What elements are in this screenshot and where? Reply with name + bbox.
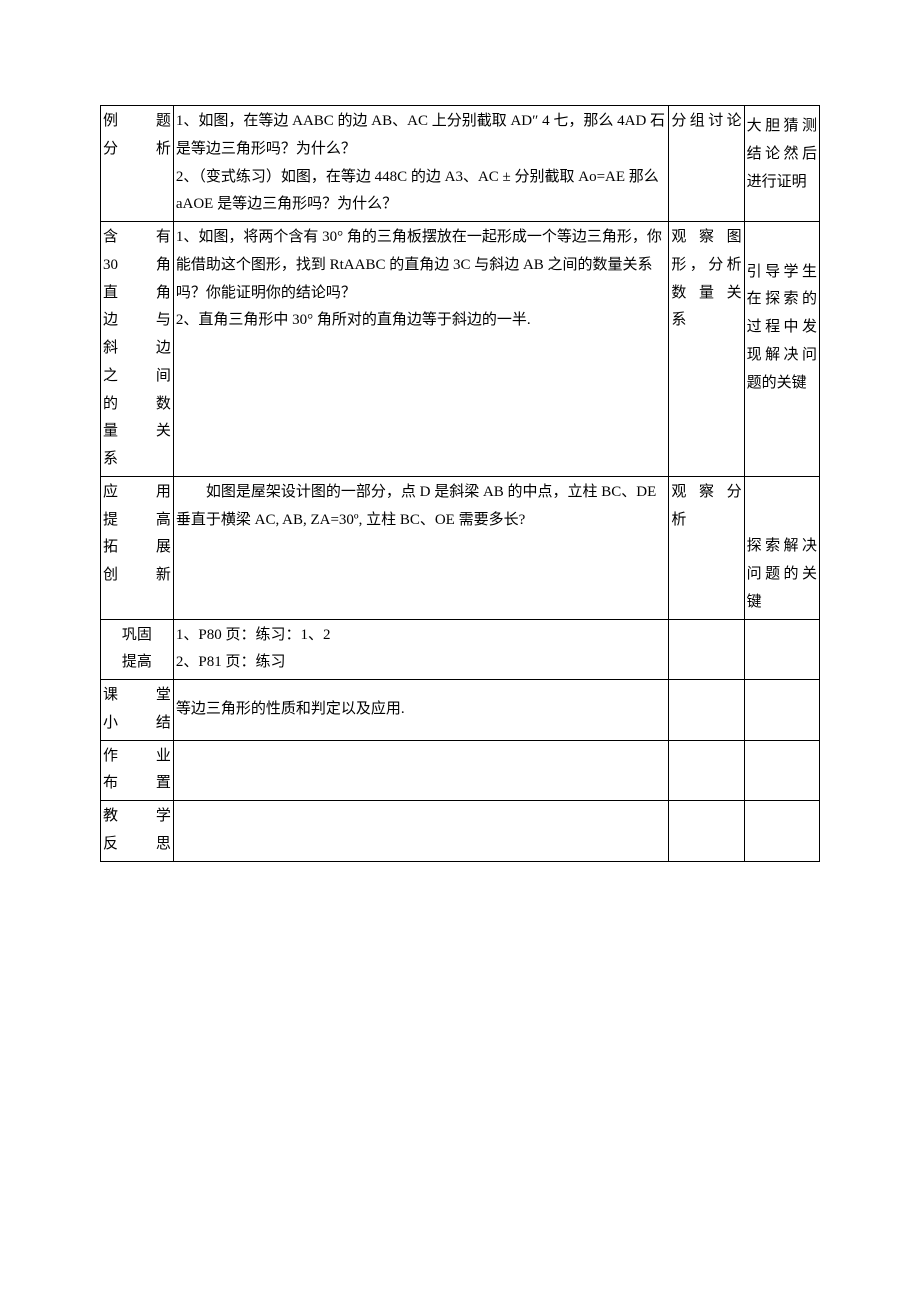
section-label: 作业 布置	[101, 740, 174, 801]
method-cell	[669, 740, 744, 801]
note-cell: 探索解决问题的关键	[744, 531, 819, 619]
label-text: 作业	[103, 743, 171, 771]
note-cell	[744, 222, 819, 257]
table-row: 例题 分析 1、如图，在等边 AABC 的边 AB、AC 上分别截取 AD″ 4…	[101, 106, 820, 112]
label-text: 量关	[103, 418, 171, 446]
method-cell	[669, 801, 744, 862]
method-text: 分组讨论	[671, 113, 741, 129]
section-label: 含有 30角 直角 边与 斜边 之间 的数 量关 系	[101, 222, 174, 477]
label-text: 之间	[103, 363, 171, 391]
lesson-plan-table: 例题 分析 1、如图，在等边 AABC 的边 AB、AC 上分别截取 AD″ 4…	[100, 105, 820, 862]
method-cell	[669, 619, 744, 680]
content-text: 2、直角三角形中 30° 角所对的直角边等于斜边的一半.	[176, 312, 531, 328]
section-label: 巩固 提高	[101, 619, 174, 680]
content-text: 如图是屋架设计图的一部分，点 D 是斜梁 AB 的中点，立柱 BC、DE 垂直于…	[176, 479, 667, 535]
note-cell	[744, 476, 819, 531]
label-text: 提高	[103, 507, 171, 535]
note-cell	[744, 619, 819, 680]
method-cell: 观察分 析	[669, 476, 744, 619]
content-cell: 1、如图，在等边 AABC 的边 AB、AC 上分别截取 AD″ 4 七，那么 …	[173, 106, 669, 222]
section-label: 教学 反思	[101, 801, 174, 862]
section-label: 例题 分析	[101, 106, 174, 222]
label-text: 创新	[103, 567, 171, 583]
section-label: 课堂 小结	[101, 680, 174, 741]
label-text: 应用	[103, 479, 171, 507]
content-text: 2、（变式练习）如图，在等边 448C 的边 A3、AC ± 分别截取 Ao=A…	[176, 169, 659, 213]
content-text: 1、如图，将两个含有 30° 角的三角板摆放在一起形成一个等边三角形，你能借助这…	[176, 229, 662, 301]
note-text: 探索解决问题的关键	[747, 538, 817, 610]
label-text: 分析	[103, 141, 171, 157]
content-cell: 1、P80 页：练习：1、2 2、P81 页：练习	[173, 619, 669, 680]
table-row: 巩固 提高 1、P80 页：练习：1、2 2、P81 页：练习	[101, 619, 820, 680]
method-cell: 分组讨论	[669, 106, 744, 222]
note-cell	[744, 801, 819, 862]
method-text: 观察分	[671, 479, 741, 507]
content-cell: 1、如图，将两个含有 30° 角的三角板摆放在一起形成一个等边三角形，你能借助这…	[173, 222, 669, 477]
label-text: 反思	[103, 836, 171, 852]
label-text: 含有	[103, 224, 171, 252]
label-text: 的数	[103, 391, 171, 419]
note-cell: 大胆猜测结论然后进行证明	[744, 111, 819, 221]
label-text: 教学	[103, 803, 171, 831]
note-text: 大胆猜测结论然后进行证明	[747, 118, 817, 190]
label-text: 30角	[103, 252, 171, 280]
method-cell: 观察图 形，分析 数量关 系	[669, 222, 744, 477]
method-cell	[669, 680, 744, 741]
label-text: 布置	[103, 775, 171, 791]
table-row: 作业 布置	[101, 740, 820, 801]
table-row: 课堂 小结 等边三角形的性质和判定以及应用.	[101, 680, 820, 741]
table-row: 教学 反思	[101, 801, 820, 862]
content-cell: 如图是屋架设计图的一部分，点 D 是斜梁 AB 的中点，立柱 BC、DE 垂直于…	[173, 476, 669, 619]
method-text: 析	[671, 512, 686, 528]
label-text: 提高	[122, 654, 152, 670]
label-text: 斜边	[103, 335, 171, 363]
content-cell	[173, 740, 669, 801]
method-text: 系	[671, 312, 686, 328]
note-cell	[744, 680, 819, 741]
label-text: 边与	[103, 307, 171, 335]
content-text: 1、如图，在等边 AABC 的边 AB、AC 上分别截取 AD″ 4 七，那么 …	[176, 113, 665, 157]
table-row: 应用 提高 拓展 创新 如图是屋架设计图的一部分，点 D 是斜梁 AB 的中点，…	[101, 476, 820, 531]
content-text: 2、P81 页：练习	[176, 654, 286, 670]
method-text: 形，分析	[671, 257, 741, 273]
label-text: 拓展	[103, 534, 171, 562]
label-text: 系	[103, 451, 118, 467]
content-text: 1、P80 页：练习：1、2	[176, 627, 331, 643]
label-text: 例题	[103, 108, 171, 136]
content-text: 等边三角形的性质和判定以及应用.	[176, 701, 405, 717]
note-cell	[744, 740, 819, 801]
method-text: 观察图	[671, 224, 741, 252]
table-row: 含有 30角 直角 边与 斜边 之间 的数 量关 系 1、如图，将两个含有 30…	[101, 222, 820, 257]
note-text: 引导学生在探索的过程中发现解决问题的关键	[747, 264, 817, 391]
label-text: 小结	[103, 715, 171, 731]
label-text: 巩固	[122, 627, 152, 643]
method-text: 数量关	[671, 280, 741, 308]
label-text: 课堂	[103, 682, 171, 710]
section-label: 应用 提高 拓展 创新	[101, 476, 174, 619]
note-cell: 引导学生在探索的过程中发现解决问题的关键	[744, 257, 819, 477]
content-cell: 等边三角形的性质和判定以及应用.	[173, 680, 669, 741]
content-cell	[173, 801, 669, 862]
label-text: 直角	[103, 280, 171, 308]
